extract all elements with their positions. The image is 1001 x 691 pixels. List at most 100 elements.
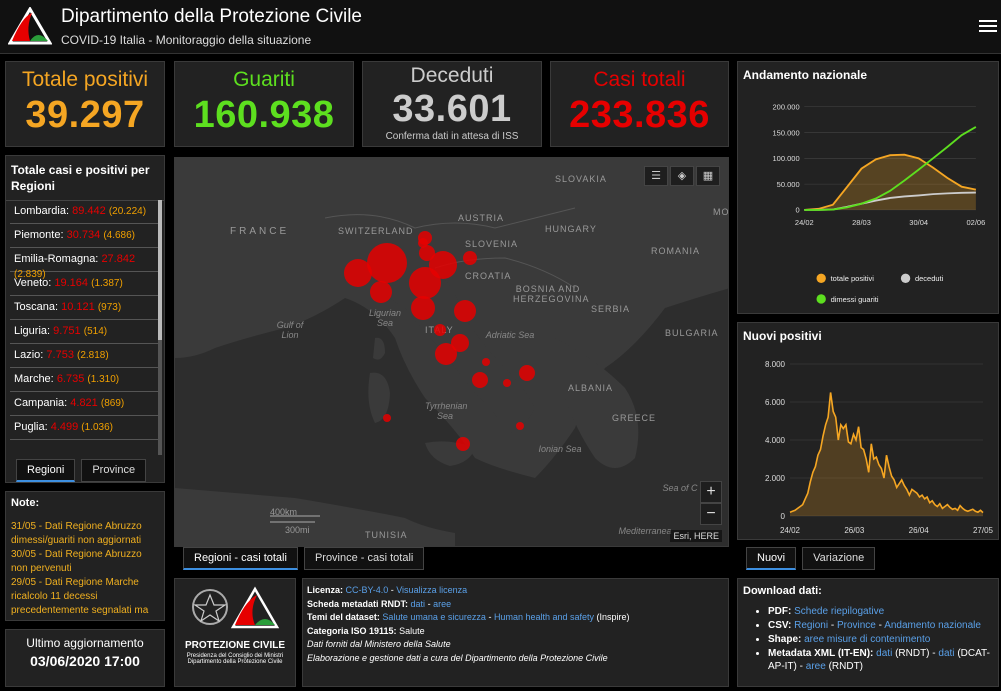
temi-suffix: (Inspire) [596, 612, 630, 622]
csv-regioni-link[interactable]: Regioni [794, 620, 829, 631]
region-positivi: (2.839) [14, 269, 46, 280]
pdf-schede-link[interactable]: Schede riepilogative [794, 606, 885, 617]
region-row[interactable]: Lazio: 7.753 (2.818) [10, 344, 160, 368]
scheda-aree-link[interactable]: aree [433, 598, 452, 609]
y-tick-label: 4.000 [765, 436, 786, 445]
map-toolbar: ☰ ◈ ▦ [644, 166, 720, 186]
meta-mid2: (DCAT-AP-IT) - [768, 648, 990, 672]
bubble-liguria [370, 281, 392, 303]
bubble-lombardia [367, 243, 407, 283]
zoom-in-button[interactable]: + [700, 481, 722, 503]
region-name: Campania: [14, 397, 68, 409]
region-name: Toscana: [14, 301, 59, 313]
region-total: 4.499 [50, 421, 79, 433]
y-tick-label: 50.000 [777, 180, 800, 189]
map-attribution[interactable]: Esri, HERE [670, 530, 722, 542]
layers-icon[interactable]: ◈ [670, 166, 694, 186]
temi-link-it[interactable]: Salute umana e sicurezza [382, 612, 486, 622]
shape-aree-link[interactable]: aree misure di contenimento [804, 634, 931, 645]
bubble-lazio [435, 343, 457, 365]
app-title: Dipartimento della Protezione Civile [61, 6, 362, 27]
download-title: Download dati: [743, 585, 822, 597]
region-row[interactable]: Toscana: 10.121 (973) [10, 296, 160, 320]
meta-dati-dcat-link[interactable]: dati [938, 648, 955, 659]
andamento-title: Andamento nazionale [743, 68, 868, 82]
notes-title: Note: [11, 497, 40, 509]
region-row[interactable]: Lombardia: 89.442 (20.224) [10, 200, 160, 224]
legend-label: deceduti [915, 274, 944, 283]
region-row[interactable]: Campania: 4.821 (869) [10, 392, 160, 416]
counter-value: 39.297 [25, 94, 145, 136]
y-tick-label: 0 [795, 206, 799, 215]
counter-label: Totale positivi [21, 68, 149, 91]
scheda-dati-link[interactable]: dati [410, 598, 426, 609]
download-list: PDF: Schede riepilogative CSV: Regioni -… [738, 603, 998, 673]
map-label-austria: AUSTRIA [458, 213, 505, 223]
region-positivi: (869) [100, 398, 125, 409]
tab-regioni[interactable]: Regioni [16, 459, 76, 482]
tab-nuovi[interactable]: Nuovi [746, 547, 797, 570]
region-total: 89.442 [72, 205, 106, 217]
map-sea-adriatic: Adriatic Sea [485, 330, 535, 340]
legend-label: totale positivi [831, 274, 875, 283]
series-line-0 [804, 153, 977, 211]
cases-map[interactable]: FRANCE SWITZERLAND AUSTRIA SLOVAKIA MO H… [174, 157, 729, 547]
temi-sep: - [485, 612, 494, 622]
last-update-value: 03/06/2020 17:00 [30, 653, 140, 669]
regions-tabbar: Regioni Province [16, 459, 147, 482]
bubble-puglia [519, 365, 535, 381]
dataset-info-panel: Licenza: CC-BY-4.0 - Visualizza licenza … [302, 578, 729, 687]
nuovi-chart[interactable]: 0 2.000 4.000 6.000 8.000 24/02 26/03 26/04 27/0… [738, 349, 1000, 539]
y-tick-label: 6.000 [765, 398, 786, 407]
regions-title: Totale casi e positivi per Regioni [6, 156, 164, 201]
region-positivi: (2.818) [77, 350, 109, 361]
notes-body[interactable]: 31/05 - Dati Regione Abruzzo dimessi/gua… [6, 514, 164, 620]
meta-aree-link[interactable]: aree [805, 661, 826, 672]
counter-deceduti: Deceduti 33.601 Conferma dati in attesa … [362, 61, 542, 147]
download-metadata: Metadata XML (IT-EN): dati (RNDT) - dati… [768, 647, 992, 673]
region-total: 6.735 [56, 373, 85, 385]
view-license-link[interactable]: Visualizza licenza [396, 585, 468, 595]
scheda-sep: - [425, 598, 434, 609]
credits-logo-text: PROTEZIONE CIVILE [184, 640, 285, 651]
legend-label: dimessi guariti [831, 295, 879, 304]
tab-variazione[interactable]: Variazione [802, 547, 876, 570]
map-label-switzerland: SWITZERLAND [338, 226, 414, 236]
licenza-link[interactable]: CC-BY-4.0 [345, 585, 389, 595]
categoria-label: Categoria ISO 19115: [307, 625, 397, 636]
shape-label: Shape: [768, 634, 802, 645]
zoom-out-button[interactable]: − [700, 503, 722, 525]
list-icon[interactable]: ☰ [644, 166, 668, 186]
region-positivi: (973) [97, 302, 122, 313]
region-name: Piemonte: [14, 229, 64, 241]
temi-link-en[interactable]: Human health and safety [493, 612, 595, 622]
region-row[interactable]: Puglia: 4.499 (1.036) [10, 416, 160, 440]
qr-icon[interactable]: ▦ [696, 166, 720, 186]
region-row[interactable]: Veneto: 19.164 (1.387) [10, 272, 160, 296]
csv-andamento-link[interactable]: Andamento nazionale [884, 620, 981, 631]
region-list[interactable]: Lombardia: 89.442 (20.224) Piemonte: 30.7… [10, 200, 160, 455]
region-total: 19.164 [54, 277, 89, 289]
nuovi-area [790, 392, 983, 516]
tab-province[interactable]: Province [81, 459, 147, 482]
region-scrollbar[interactable] [158, 200, 162, 455]
tab-province-casi[interactable]: Province - casi totali [303, 547, 425, 570]
andamento-chart[interactable]: 0 50.000 100.000 150.000 200.000 24/02 28/03 30… [738, 88, 1000, 313]
info-source: Dati forniti dal Ministero della Salute [307, 639, 451, 649]
nuovi-title: Nuovi positivi [743, 329, 822, 343]
note-line: 29/05 - Dati Regione Marche ricalcolo 11… [11, 577, 149, 616]
map-label-france: FRANCE [230, 226, 290, 237]
counter-casi-totali: Casi totali 233.836 [550, 61, 729, 147]
region-row[interactable]: Piemonte: 30.734 (4.686) [10, 224, 160, 248]
csv-province-link[interactable]: Province [836, 620, 876, 631]
meta-dati-rndt-link[interactable]: dati [876, 648, 893, 659]
x-tick-label: 27/05 [973, 526, 994, 535]
bubble-campania [472, 372, 488, 388]
region-row[interactable]: Emilia-Romagna: 27.842 (2.839) [10, 248, 160, 280]
region-row[interactable]: Marche: 6.735 (1.310) [10, 368, 160, 392]
hamburger-menu-icon[interactable] [979, 17, 997, 35]
tab-regioni-casi[interactable]: Regioni - casi totali [183, 547, 298, 570]
region-row[interactable]: Liguria: 9.751 (514) [10, 320, 160, 344]
region-positivi: (4.686) [103, 230, 135, 241]
categoria-value: Salute [399, 625, 425, 636]
